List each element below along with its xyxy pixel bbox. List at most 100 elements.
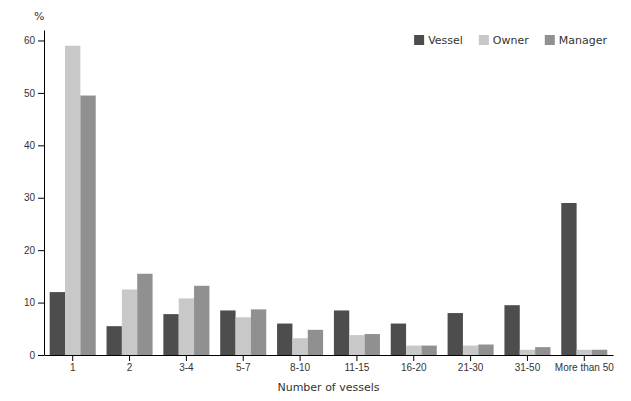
tick: 16-20 (401, 355, 427, 373)
tick-label: 60 (24, 35, 36, 46)
tick: 20 (24, 245, 44, 256)
bar (463, 346, 478, 355)
y-axis: 0 10 20 30 40 50 60 (24, 31, 45, 361)
bar (308, 330, 323, 355)
bar (365, 334, 380, 355)
legend-swatch (545, 35, 555, 45)
tick-mark (243, 355, 244, 361)
bar (107, 326, 122, 355)
bar (220, 310, 235, 355)
legend-label: Manager (559, 34, 608, 47)
legend-item: Vessel (414, 34, 463, 47)
bar (577, 350, 592, 355)
bar (520, 350, 535, 355)
tick: 2 (127, 355, 133, 373)
tick: 3-4 (179, 355, 194, 373)
tick: 40 (24, 140, 44, 151)
bar (592, 350, 607, 355)
bar (236, 317, 251, 355)
legend-item: Manager (545, 34, 608, 47)
legend-swatch (414, 35, 424, 45)
tick-mark (584, 355, 585, 361)
bar (65, 46, 80, 355)
tick-label: 2 (127, 362, 133, 373)
bar (122, 289, 137, 355)
tick-mark (38, 250, 44, 251)
bars (50, 46, 608, 355)
tick: 8-10 (290, 355, 310, 373)
bar (406, 346, 421, 355)
y-axis-label: % (34, 10, 44, 23)
bar (448, 313, 463, 355)
tick-label: 31-50 (515, 362, 541, 373)
x-axis: 1 2 3-4 5-7 8-10 11-15 16-20 21-30 31-50 More tha… (45, 355, 615, 373)
tick-label: 3-4 (179, 362, 194, 373)
tick-mark (38, 145, 44, 146)
tick-mark (38, 303, 44, 304)
bar (334, 310, 349, 355)
tick-label: 30 (24, 192, 36, 203)
bar (421, 346, 436, 355)
tick-mark (470, 355, 471, 361)
tick-mark (38, 93, 44, 94)
plot: 1 2 3-4 5-7 8-10 11-15 16-20 21-30 31-50 More tha… (24, 31, 614, 374)
bar (251, 309, 266, 355)
tick-mark (38, 355, 44, 356)
bar (194, 286, 209, 355)
legend: Vessel Owner Manager (414, 34, 607, 47)
series (80, 96, 607, 355)
bar (391, 324, 406, 355)
bar (478, 345, 493, 355)
tick-mark (186, 355, 187, 361)
tick: 21-30 (458, 355, 484, 373)
series (65, 46, 592, 355)
tick-mark (38, 40, 44, 41)
bar (137, 274, 152, 355)
bar (561, 203, 576, 355)
legend-swatch (479, 35, 489, 45)
tick-label: 10 (24, 297, 36, 308)
tick-label: 11-15 (344, 362, 369, 373)
tick-label: 1 (70, 362, 76, 373)
series (50, 203, 577, 355)
tick-mark (38, 198, 44, 199)
tick-label: 5-7 (236, 362, 251, 373)
tick-label: 8-10 (290, 362, 310, 373)
tick-label: More than 50 (555, 362, 614, 373)
tick-mark (413, 355, 414, 361)
tick-label: 20 (24, 245, 36, 256)
tick: 50 (24, 88, 44, 99)
tick-mark (300, 355, 301, 361)
bar (504, 305, 519, 355)
bar (277, 324, 292, 355)
tick-mark (356, 355, 357, 361)
bar (349, 335, 364, 355)
tick-label: 40 (24, 140, 36, 151)
tick: More than 50 (555, 355, 614, 373)
tick-mark (129, 355, 130, 361)
tick: 1 (70, 355, 76, 373)
tick-mark (527, 355, 528, 361)
tick-label: 50 (24, 88, 36, 99)
x-axis-label: Number of vessels (277, 381, 379, 394)
bar (163, 314, 178, 355)
tick-label: 16-20 (401, 362, 427, 373)
tick: 11-15 (344, 355, 369, 373)
tick: 0 (29, 350, 44, 361)
chart: 1 2 3-4 5-7 8-10 11-15 16-20 21-30 31-50 More tha… (0, 0, 631, 401)
legend-label: Owner (493, 34, 529, 47)
tick: 5-7 (236, 355, 251, 373)
tick-label: 0 (29, 350, 35, 361)
tick: 30 (24, 192, 44, 203)
bar (179, 298, 194, 355)
tick: 31-50 (515, 355, 541, 373)
tick-mark (72, 355, 73, 361)
bar (535, 347, 550, 355)
tick: 60 (24, 35, 44, 46)
axis-line (44, 31, 45, 356)
tick-label: 21-30 (458, 362, 484, 373)
bar (80, 96, 95, 355)
legend-label: Vessel (428, 34, 463, 47)
bar (50, 292, 65, 355)
tick: 10 (24, 297, 44, 308)
